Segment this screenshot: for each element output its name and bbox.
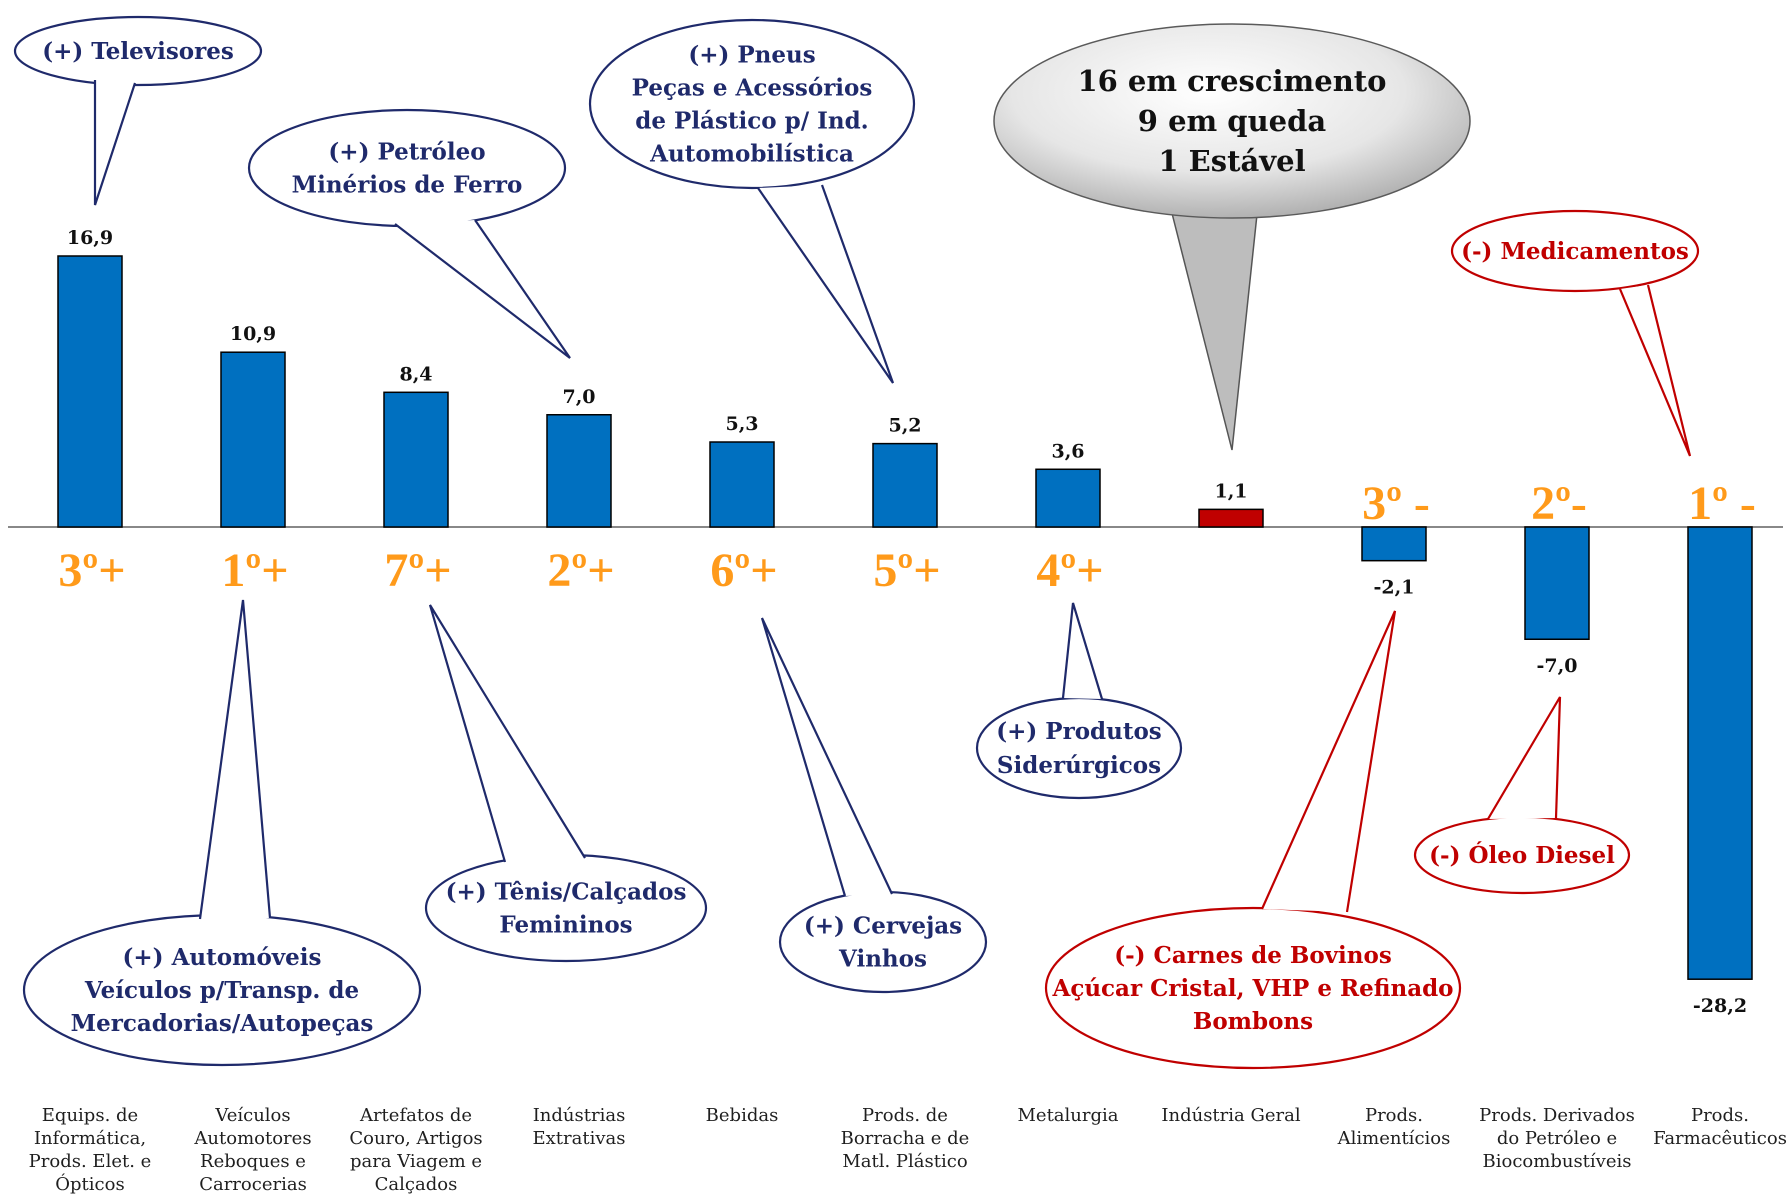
bar xyxy=(1524,526,1590,640)
callout-pointer xyxy=(93,80,137,206)
summary-text: 16 em crescimento 9 em queda 1 Estável xyxy=(1077,64,1386,178)
callout-text: (+) Automóveis Veículos p/Transp. de Merca… xyxy=(71,944,374,1037)
callout-text: (+) Produtos Siderúrgicos xyxy=(996,718,1162,779)
callout-bubble xyxy=(424,853,708,963)
callout-bubble xyxy=(1450,209,1700,293)
callout-pointer xyxy=(198,599,272,920)
callout-pointer xyxy=(1260,610,1397,913)
rank-label: 1º+ xyxy=(221,544,288,597)
bar xyxy=(546,414,612,528)
rank-label: 2º+ xyxy=(547,544,614,597)
callout-text: (-) Óleo Diesel xyxy=(1429,842,1615,869)
bar xyxy=(872,442,938,528)
rank-label: 3º - xyxy=(1362,477,1430,530)
value-label: 16,9 xyxy=(67,227,113,249)
rank-label: 3º+ xyxy=(58,544,125,597)
callout-text: (+) Cervejas Vinhos xyxy=(804,913,962,973)
value-label: -28,2 xyxy=(1693,995,1747,1017)
callout-bubble xyxy=(778,890,988,994)
bar xyxy=(220,351,286,528)
category-label: Veículos Automotores Reboques e Carrocerias xyxy=(193,1105,311,1195)
rank-label: 2º- xyxy=(1531,477,1587,530)
bar xyxy=(709,441,775,528)
value-label: 3,6 xyxy=(1051,440,1084,462)
bar xyxy=(1198,508,1264,528)
callout-text: (+) Tênis/Calçados Femininos xyxy=(446,879,687,939)
callout-pointer xyxy=(760,617,893,897)
rank-label: 6º+ xyxy=(710,544,777,597)
rank-label: 1º - xyxy=(1688,477,1756,530)
callout-text: (+) Pneus Peças e Acessórios de Plástico p… xyxy=(632,42,873,168)
category-label: Prods. Alimentícios xyxy=(1337,1105,1451,1149)
callout-text: (+) Petróleo Minérios de Ferro xyxy=(292,139,523,199)
callout-bubble xyxy=(1044,906,1462,1070)
value-label: 5,2 xyxy=(888,415,921,437)
bar xyxy=(1035,468,1101,528)
category-label: Metalurgia xyxy=(1017,1105,1118,1126)
summary-bubble xyxy=(993,23,1471,219)
bar xyxy=(383,391,449,528)
callout-pointer xyxy=(1061,602,1104,700)
value-label: 5,3 xyxy=(725,413,758,435)
category-label: Bebidas xyxy=(706,1105,779,1126)
category-label: Prods. Farmacêuticos xyxy=(1653,1105,1787,1149)
callout-bubble xyxy=(975,696,1183,800)
category-label: Prods. de Borracha e de Matl. Plástico xyxy=(841,1105,970,1172)
callout-pointer xyxy=(394,219,571,359)
annotations-layer: (+) Televisores (+) Automóveis Veículos p/… xyxy=(13,15,1700,1070)
bar xyxy=(1687,526,1753,980)
value-label: 7,0 xyxy=(562,386,595,408)
rank-label: 5º+ xyxy=(873,544,940,597)
bar xyxy=(1361,526,1427,562)
labels-layer: 16,9 Equips. de Informática, Prods. Elet. e… xyxy=(29,227,1787,1195)
callout-text: (-) Carnes de Bovinos Açúcar Cristal, VHP… xyxy=(1051,942,1453,1035)
category-label: Indústria Geral xyxy=(1161,1105,1300,1126)
category-label: Equips. de Informática, Prods. Elet. e Ópti… xyxy=(29,1105,152,1195)
bars-layer xyxy=(8,255,1783,980)
callout-bubble xyxy=(588,18,916,190)
callout-text: (-) Medicamentos xyxy=(1461,238,1689,265)
bar xyxy=(57,255,123,528)
category-label: Prods. Derivados do Petróleo e Biocombustí… xyxy=(1479,1105,1635,1172)
callout-pointer xyxy=(757,184,895,384)
value-label: 1,1 xyxy=(1214,480,1247,502)
callout-bubble xyxy=(13,15,263,87)
callout-bubble xyxy=(247,108,567,228)
rank-label: 7º+ xyxy=(384,544,451,597)
callout-pointer xyxy=(1618,284,1692,457)
category-label: Indústrias Extrativas xyxy=(533,1105,626,1149)
value-label: -2,1 xyxy=(1374,577,1415,599)
value-label: 8,4 xyxy=(399,363,432,385)
value-label: 10,9 xyxy=(230,323,276,345)
callout-pointer xyxy=(1487,696,1562,820)
callout-pointer xyxy=(428,604,586,863)
callout-text: (+) Televisores xyxy=(42,38,234,65)
rank-label: 4º+ xyxy=(1036,544,1103,597)
value-label: -7,0 xyxy=(1537,655,1578,677)
